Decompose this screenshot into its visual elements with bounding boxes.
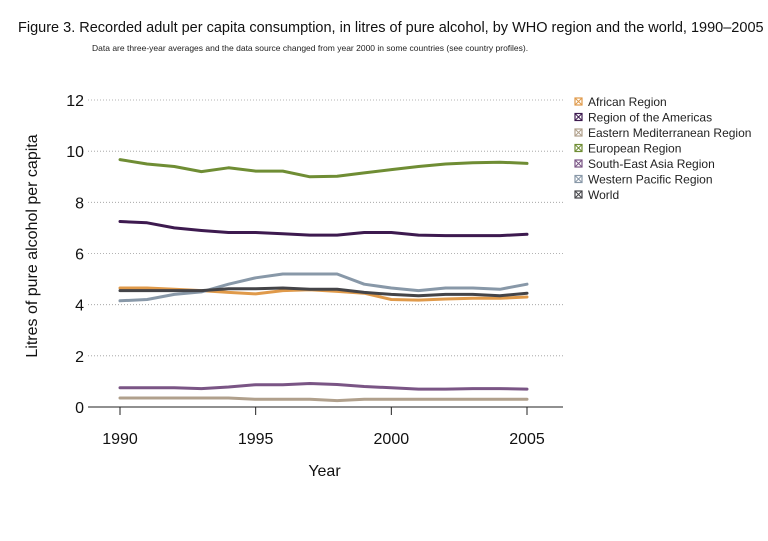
tick-labels: 1990 1995 2000 2005 0 2 4 6 8 10 12	[66, 93, 545, 448]
legend-item: European Region	[574, 142, 681, 156]
legend-item: Western Pacific Region	[574, 173, 713, 187]
legend-item: African Region	[574, 95, 667, 109]
legend-label: Eastern Mediterranean Region	[588, 126, 751, 140]
y-tick-label: 8	[75, 195, 84, 212]
legend-swatch-mark	[574, 128, 583, 137]
legend-swatch-mark	[574, 97, 583, 106]
legend-swatch-mark	[574, 175, 583, 183]
legend-swatch-mark	[574, 113, 583, 121]
legend-swatch-mark	[574, 144, 583, 152]
y-tick-label: 12	[66, 93, 84, 110]
x-tick-label: 1990	[102, 431, 138, 448]
legend-item: Eastern Mediterranean Region	[574, 126, 751, 140]
legend-item: South-East Asia Region	[574, 157, 715, 171]
legend-label: South-East Asia Region	[588, 157, 715, 171]
series-line	[118, 272, 529, 303]
legend: African Region Region of the AmericasEast…	[574, 95, 751, 202]
legend-swatch-mark	[574, 190, 583, 199]
x-tick-label: 2000	[374, 431, 410, 448]
legend-swatch	[574, 143, 583, 153]
y-tick-label: 0	[75, 400, 84, 417]
legend-item: World	[574, 188, 619, 202]
x-tick-label: 1995	[238, 431, 274, 448]
series-line	[118, 396, 529, 403]
legend-swatch	[574, 97, 583, 106]
chart-title: Figure 3. Recorded adult per capita cons…	[18, 20, 764, 36]
legend-swatch	[574, 159, 583, 168]
legend-item: Region of the Americas	[574, 111, 712, 125]
y-tick-label: 2	[75, 349, 84, 366]
series-line	[118, 382, 529, 391]
legend-swatch-mark	[574, 159, 583, 168]
legend-swatch	[574, 190, 583, 199]
series-line	[118, 158, 529, 179]
y-tick-label: 6	[75, 247, 84, 264]
axes	[88, 406, 563, 415]
legend-label: World	[588, 188, 619, 202]
series-line	[118, 220, 529, 238]
legend-label: European Region	[588, 142, 681, 156]
series-lines	[118, 158, 529, 403]
chart-subtitle: Data are three-year averages and the dat…	[92, 43, 529, 53]
legend-label: Western Pacific Region	[588, 173, 713, 187]
series-line	[118, 286, 529, 298]
y-tick-label: 4	[75, 298, 84, 315]
x-tick-label: 2005	[509, 431, 545, 448]
grid-lines	[88, 99, 563, 357]
x-axis-label: Year	[308, 463, 341, 480]
y-tick-label: 10	[66, 144, 84, 161]
legend-swatch	[574, 128, 583, 137]
legend-label: African Region	[588, 95, 667, 109]
legend-swatch	[574, 112, 583, 122]
legend-swatch	[574, 174, 583, 184]
y-axis-label: Litres of pure alcohol per capita	[24, 134, 41, 357]
legend-label: Region of the Americas	[588, 111, 712, 125]
